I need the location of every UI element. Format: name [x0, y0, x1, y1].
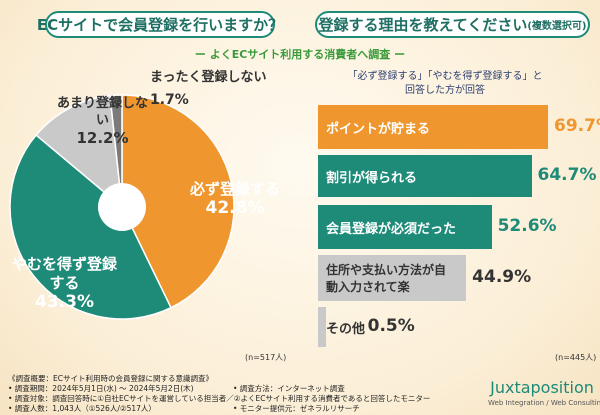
right-title-text: 登録する理由を教えてください — [318, 16, 528, 34]
slice-label-1: やむを得ず登録する 43.3% — [12, 255, 118, 312]
note-line2: 回答した方が回答 — [405, 85, 485, 96]
footer-provider: • モニター提供元：ゼネラルリサーチ — [233, 404, 360, 413]
bar-4 — [318, 307, 326, 347]
slice-label-3: まったく登録しない 1.7% — [150, 70, 267, 108]
logo-name: Juxtaposition — [490, 378, 594, 397]
bar-value-2: 52.6% — [497, 216, 557, 236]
footer-title: 《調査概要：ECサイト利用時の会員登録に関する意識調査》 — [8, 374, 213, 383]
bar-1 — [318, 155, 532, 197]
bar-label-1: 割引が得られる — [326, 170, 418, 186]
pie-slice-2 — [35, 94, 123, 209]
pie-n: (n=517人) — [245, 353, 287, 362]
pie-slice-0 — [121, 94, 235, 309]
survey-footer: 《調査概要：ECサイト利用時の会員登録に関する意識調査》 • 調査期間：2024… — [8, 374, 430, 414]
left-title: ECサイトで会員登録を行いますか？ — [37, 11, 283, 38]
footer-target: • 調査対象：調査回答時に①自社ECサイトを運営している担当者／②よくECサイト… — [8, 394, 431, 403]
right-title-suffix: (複数選択可) — [527, 21, 587, 32]
bar-0 — [318, 105, 548, 149]
donut-hole — [98, 183, 146, 231]
subtitle: ー よくECサイト利用する消費者へ調査 ー — [194, 48, 406, 61]
footer-method: • 調査方法：インターネット調査 — [233, 384, 345, 393]
bar-n: (n=445人) — [555, 353, 597, 362]
slice-label-0: 必ず登録する 42.8% — [190, 180, 281, 218]
bar-value-3: 44.9% — [472, 267, 532, 287]
pie-slice-1 — [9, 134, 172, 320]
pie-slice-3 — [109, 94, 123, 208]
bar-value-1: 64.7% — [537, 165, 597, 185]
bar-value-4: 0.5% — [367, 316, 415, 336]
bar-label-2: 会員登録が必須だった — [326, 221, 457, 237]
logo: Juxtaposition Web Integration / Web Cons… — [488, 378, 600, 407]
bar-2 — [318, 205, 492, 249]
bar-note: 「必ず登録する」「やむを得ず登録する」と 回答した方が回答 — [330, 70, 560, 98]
note-line1: 「必ず登録する」「やむを得ず登録する」と — [347, 71, 543, 82]
footer-period: • 調査期間：2024年5月1日(水) ～ 2024年5月2日(木) — [8, 384, 194, 393]
bar-3 — [318, 255, 467, 301]
bar-label-4: その他 — [326, 321, 366, 337]
logo-tagline: Web Integration / Web Consulting — [488, 399, 600, 407]
bar-label-3: 住所や支払い方法が自動入力されて楽 — [326, 263, 447, 294]
bar-label-0: ポイントが貯まる — [326, 121, 431, 137]
slice-label-2: あまり登録しない 12.2% — [56, 96, 148, 147]
right-title: 登録する理由を教えてください (複数選択可) — [315, 11, 590, 38]
footer-count: • 調査人数：1,043人（①526人/②517人） — [8, 404, 156, 413]
bar-value-0: 69.7% — [554, 116, 600, 136]
